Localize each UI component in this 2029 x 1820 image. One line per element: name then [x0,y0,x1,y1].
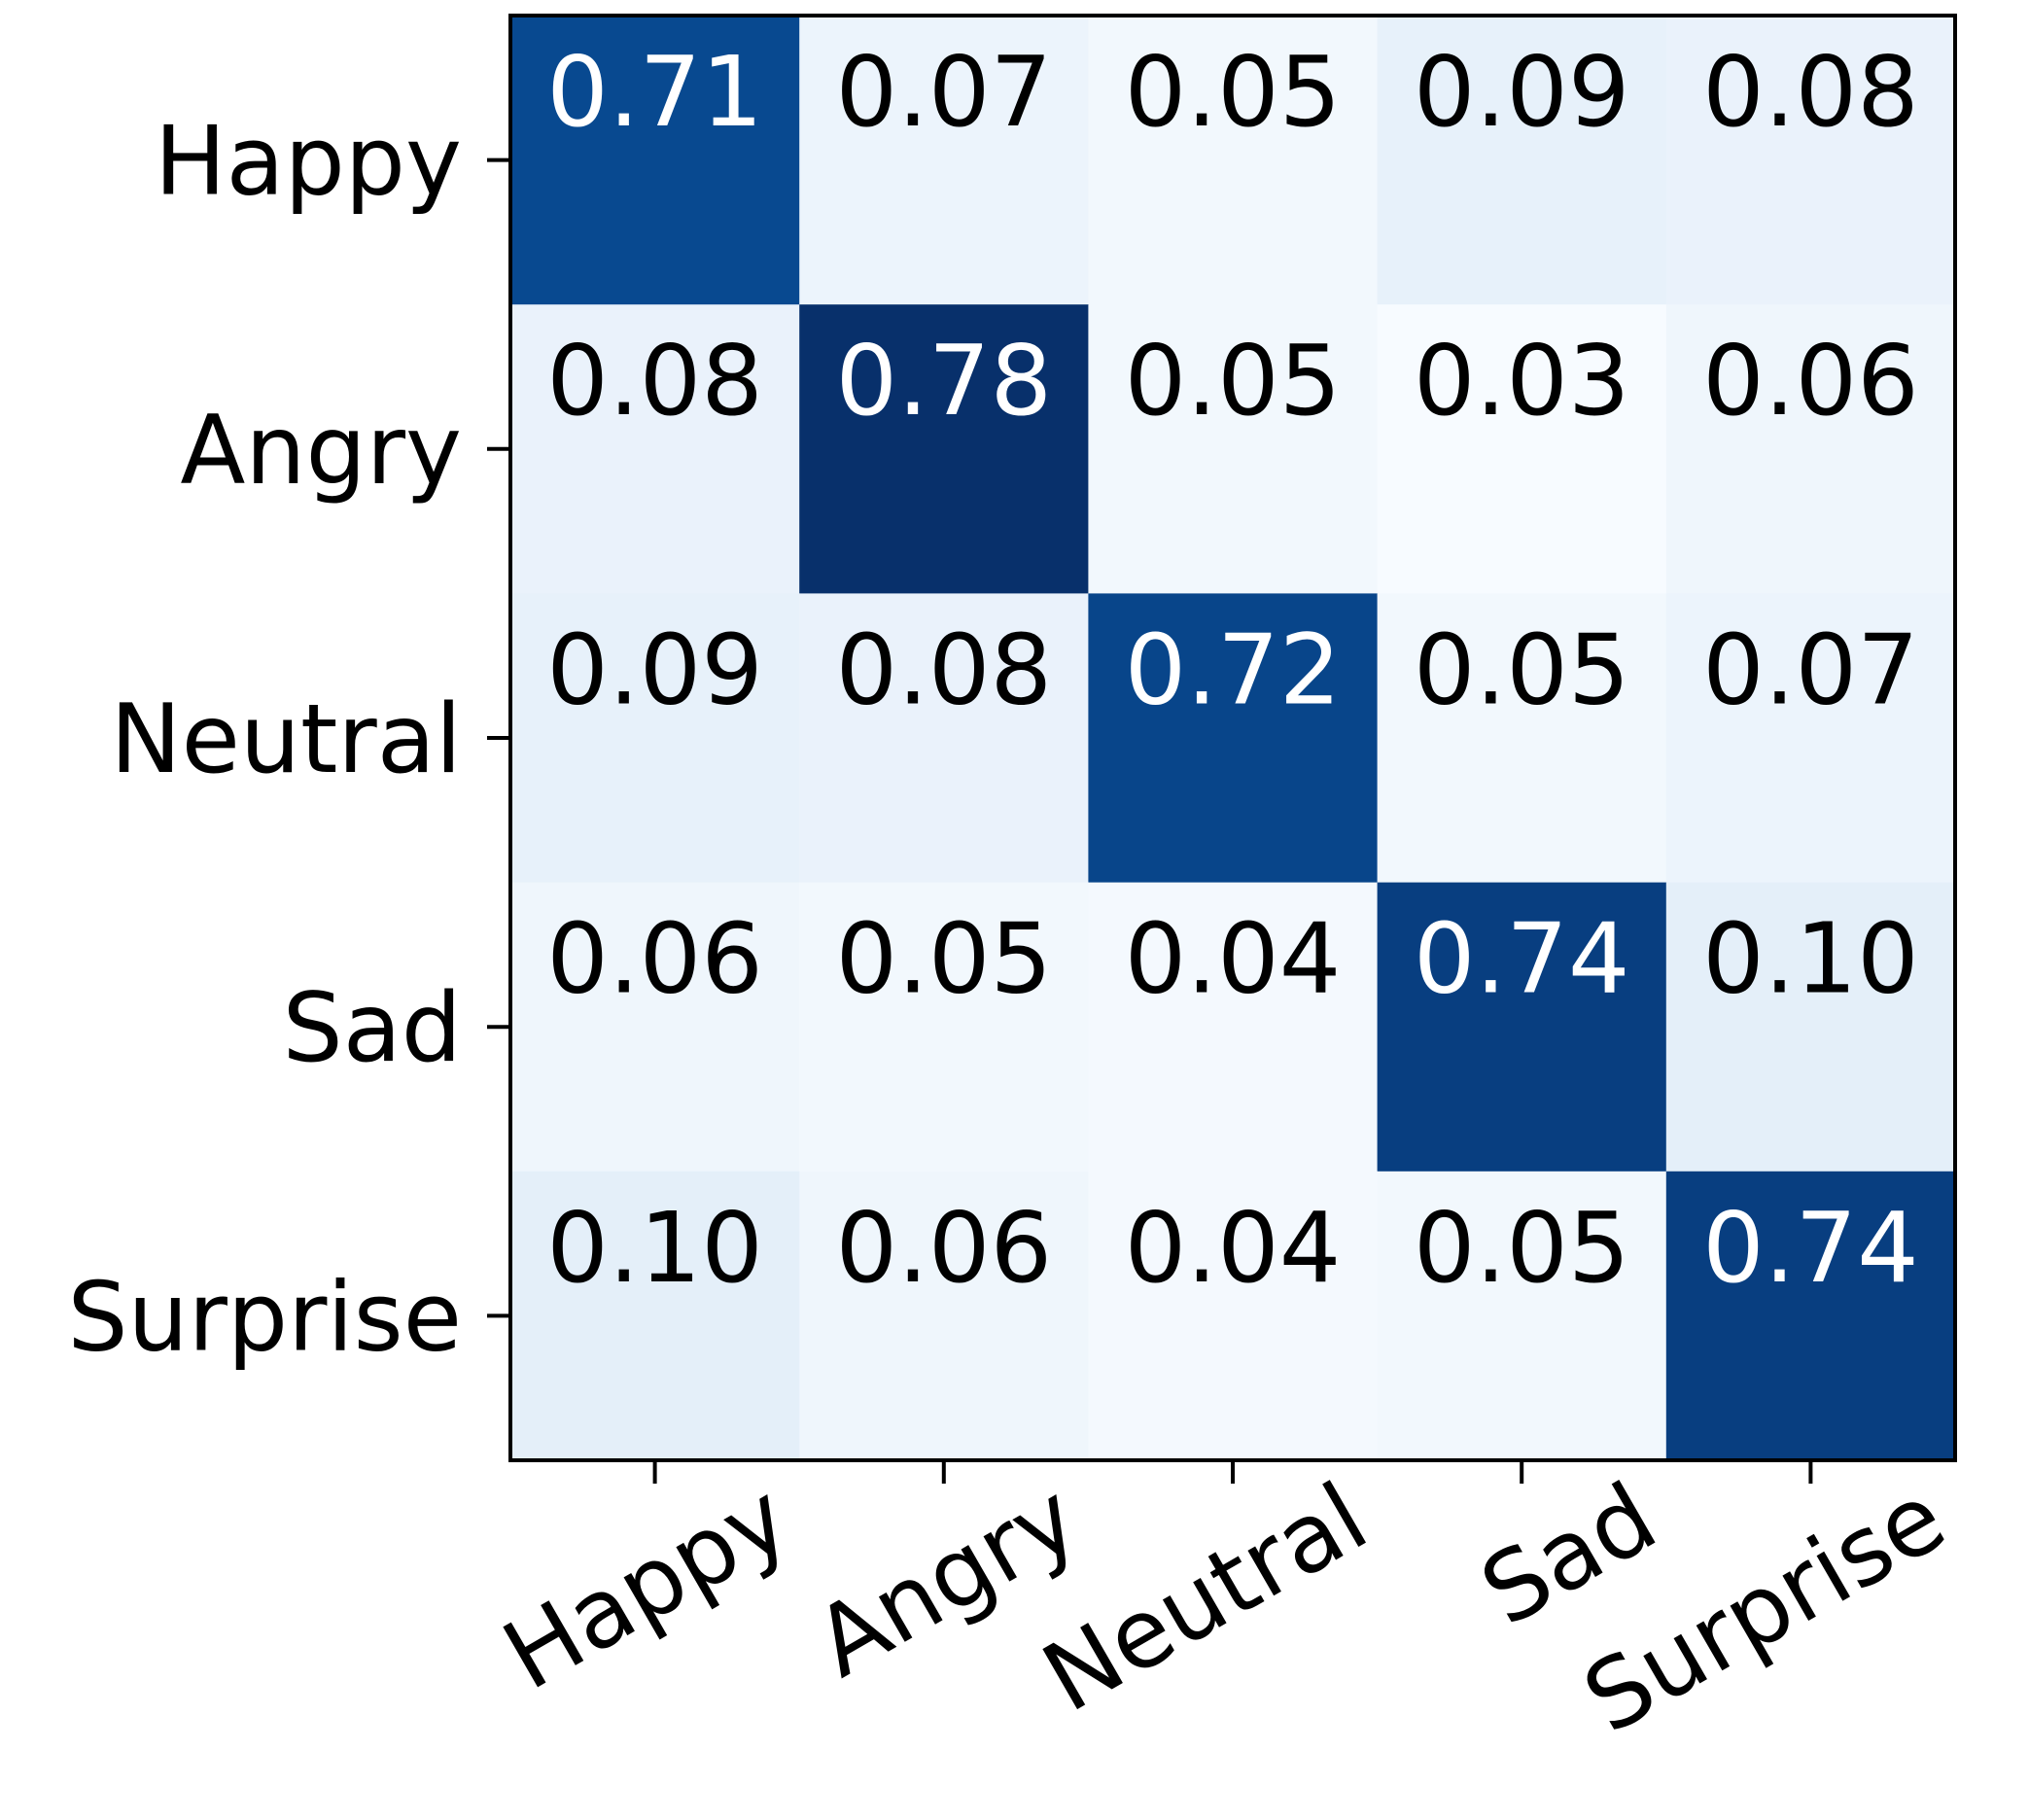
heatmap-cell [799,304,1089,594]
cell-value-label: 0.04 [1125,902,1342,1016]
heatmap-cell [1665,882,1956,1172]
heatmap-cell [1665,304,1956,594]
cell-value-label: 0.09 [1414,35,1630,149]
cell-value-label: 0.06 [546,902,763,1016]
cell-value-label: 0.08 [546,324,763,438]
cell-value-label: 0.74 [1414,902,1630,1016]
cell-value-label: 0.72 [1125,612,1342,726]
heatmap-cell [1665,593,1956,884]
heatmap-cell [799,882,1089,1172]
heatmap-cell [1377,16,1667,305]
cell-value-label: 0.71 [546,35,763,149]
heatmap-cell [510,1171,800,1461]
cell-value-label: 0.07 [1702,612,1919,726]
heatmap-cell [1088,1171,1379,1461]
y-axis-ticks: Happy Angry Neutral Sad Surprise [67,107,510,1373]
x-tick-label: Neutral [1026,1462,1385,1734]
heatmap-cell [1377,1171,1667,1461]
heatmap-cell [1377,593,1667,884]
heatmap-cell [510,593,800,884]
cell-value-label: 0.08 [1702,35,1919,149]
cell-value-label: 0.09 [546,612,763,726]
heatmap-cell [510,304,800,594]
cell-value-label: 0.06 [1702,324,1919,438]
plot-frame [508,14,1957,1462]
cell-value-label: 0.05 [1414,612,1630,726]
heatmap-cells [510,16,1956,1461]
y-tick-label: Sad [283,973,462,1084]
cell-value-label: 0.05 [1414,1191,1630,1305]
cell-value-label: 0.03 [1414,324,1630,438]
y-tick-label: Happy [155,107,462,218]
heatmap-cell [1088,882,1379,1172]
cell-value-labels: 0.71 0.07 0.05 0.09 0.08 0.08 0.78 0.05 0.03 0.06… [546,35,1918,1305]
y-tick-label: Surprise [67,1262,462,1373]
cell-value-label: 0.08 [835,612,1052,726]
cell-value-label: 0.07 [835,35,1052,149]
heatmap-cell [510,16,800,305]
cell-value-label: 0.04 [1125,1191,1342,1305]
cell-value-label: 0.78 [835,324,1052,438]
heatmap-cell [1377,304,1667,594]
cell-value-label: 0.10 [1702,902,1919,1016]
cell-value-label: 0.06 [835,1191,1052,1305]
heatmap-cell [1088,304,1379,594]
cell-value-label: 0.05 [835,902,1052,1016]
heatmap-cell [1665,1171,1956,1461]
heatmap-cell [1088,16,1379,305]
cell-value-label: 0.74 [1702,1191,1919,1305]
heatmap-cell [1088,593,1379,884]
x-tick-label: Happy [486,1462,808,1712]
heatmap-cell [799,16,1089,305]
heatmap-cell [510,882,800,1172]
y-tick-label: Angry [180,396,462,507]
heatmap-cell [799,593,1089,884]
cell-value-label: 0.05 [1125,324,1342,438]
y-tick-label: Neutral [110,684,462,795]
heatmap-cell [799,1171,1089,1461]
heatmap-cell [1665,16,1956,305]
cell-value-label: 0.05 [1125,35,1342,149]
cell-value-label: 0.10 [546,1191,763,1305]
heatmap-cell [1377,882,1667,1172]
